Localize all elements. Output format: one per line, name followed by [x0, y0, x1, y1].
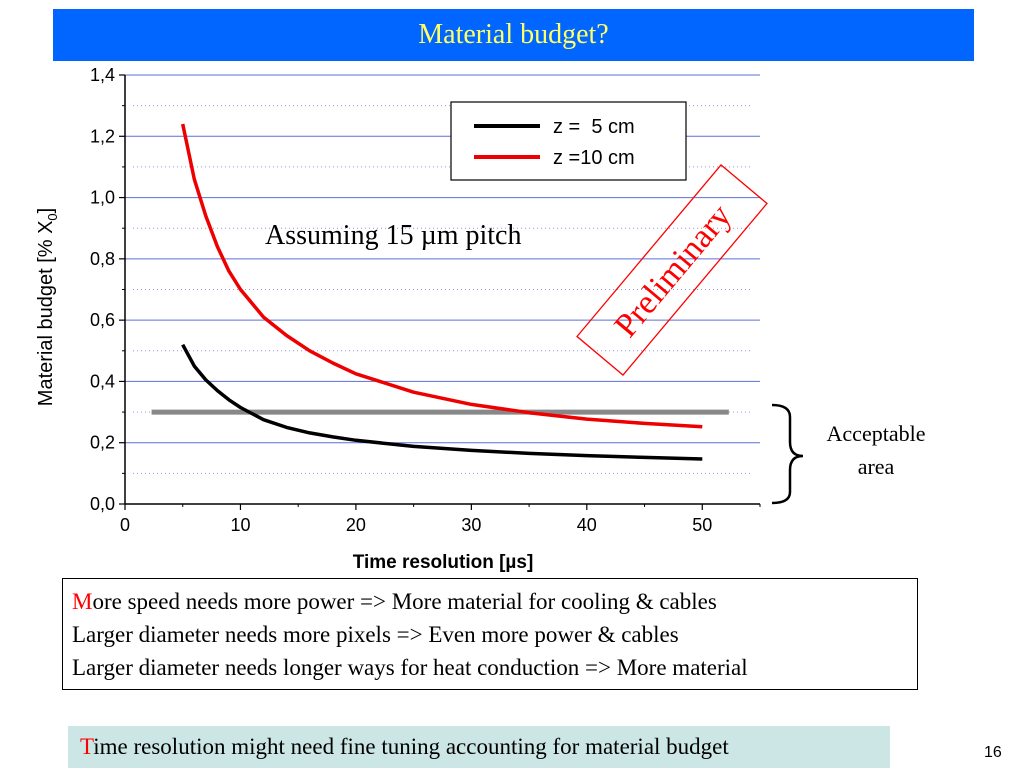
bullet-line-1: More speed needs more power => More mate… — [72, 589, 717, 615]
y-tick-label: 0,8 — [90, 249, 115, 269]
pitch-annotation: Assuming 15 µm pitch — [265, 220, 521, 251]
footer-note: Time resolution might need fine tuning a… — [80, 734, 729, 760]
x-tick-label: 0 — [120, 515, 130, 535]
preliminary-stamp: Preliminary — [576, 164, 768, 376]
bullet-line-3: Larger diameter needs longer ways for he… — [72, 655, 748, 681]
axes — [119, 74, 761, 510]
series-line-1 — [181, 343, 703, 461]
series-lines — [180, 123, 703, 461]
stamp-text: Preliminary — [607, 198, 739, 345]
footer-text: ime resolution might need fine tuning ac… — [93, 734, 729, 759]
y-axis-label-group: Material budget [% X0] — [35, 208, 60, 406]
y-axis-label-suffix: ] — [35, 208, 57, 214]
legend-label-series-1: z = 5 cm — [553, 116, 635, 138]
bullet-box: More speed needs more power => More mate… — [62, 578, 918, 690]
tick-labels: 0,0 0,2 0,4 0,6 0,8 1,0 1,2 1,4 0 10 20 30 40 50 — [90, 65, 712, 535]
footer-first-letter: T — [80, 734, 94, 759]
acceptable-brace — [771, 403, 804, 505]
slide-title: Material budget? — [418, 19, 609, 50]
bullet-1-first-letter: M — [72, 589, 93, 614]
acceptable-label-line-2: area — [858, 454, 895, 479]
y-tick-label: 1,0 — [90, 188, 115, 208]
footer-note-box: Time resolution might need fine tuning a… — [68, 726, 890, 768]
legend-label-series-2: z =10 cm — [553, 147, 635, 169]
bullet-2-text: Larger diameter needs more pixels => Eve… — [72, 622, 679, 647]
y-axis-label: Material budget [% X — [35, 221, 57, 407]
y-tick-label: 0,6 — [90, 310, 115, 330]
x-tick-label: 10 — [230, 515, 250, 535]
x-tick-label: 30 — [461, 515, 481, 535]
y-axis-label-subscript: 0 — [45, 213, 60, 220]
svg-text:Material budget [% X0]: Material budget [% X0] — [35, 208, 60, 406]
y-tick-label: 0,0 — [90, 494, 115, 514]
x-tick-label: 50 — [692, 515, 712, 535]
y-tick-label: 1,4 — [90, 65, 115, 85]
legend: z = 5 cm z =10 cm — [450, 101, 687, 181]
bullet-1-text: ore speed needs more power => More mater… — [92, 589, 717, 614]
x-tick-label: 40 — [577, 515, 597, 535]
x-axis-label: Time resolution [µs] — [353, 552, 534, 573]
y-tick-label: 0,2 — [90, 433, 115, 453]
y-tick-label: 1,2 — [90, 126, 115, 146]
series-line-2 — [180, 123, 703, 429]
title-bar: Material budget? — [53, 9, 974, 61]
x-tick-label: 20 — [346, 515, 366, 535]
bullet-3-text: Larger diameter needs longer ways for he… — [72, 655, 748, 680]
bullet-line-2: Larger diameter needs more pixels => Eve… — [72, 622, 679, 648]
page-number: 16 — [984, 744, 1002, 761]
acceptable-label-line-1: Acceptable — [827, 421, 926, 446]
y-tick-label: 0,4 — [90, 371, 115, 391]
